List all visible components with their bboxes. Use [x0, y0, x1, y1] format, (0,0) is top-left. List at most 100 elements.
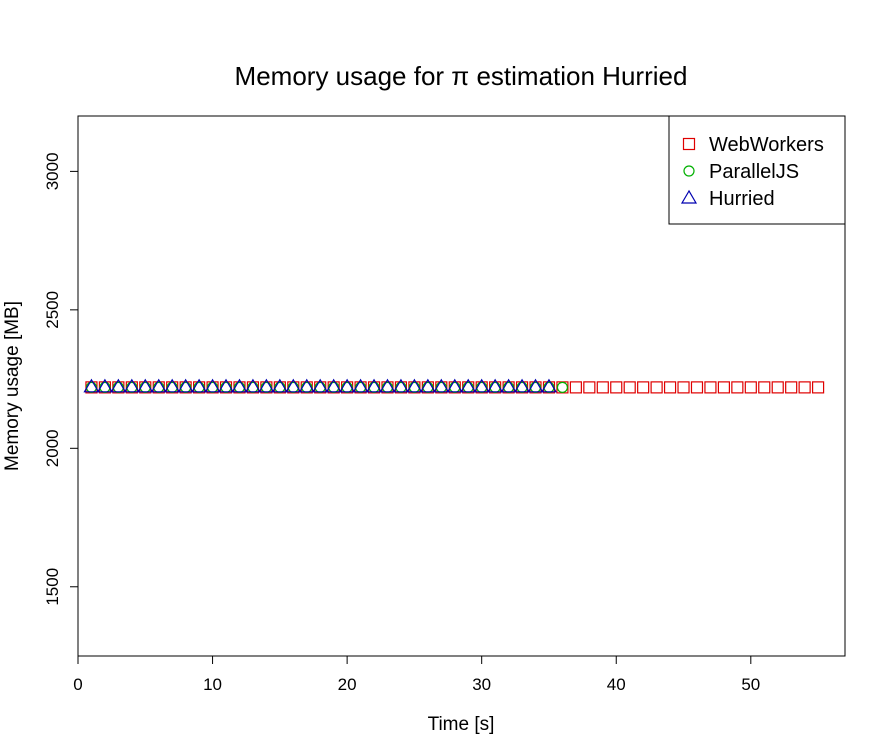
x-tick-label: 40: [607, 675, 626, 694]
data-point: [231, 378, 248, 393]
data-point: [500, 378, 517, 393]
x-tick-label: 20: [338, 675, 357, 694]
legend-label: WebWorkers: [709, 134, 824, 156]
data-point: [354, 381, 367, 393]
data-point: [449, 381, 461, 393]
data-point: [677, 381, 690, 394]
data-point: [328, 381, 340, 393]
data-point: [395, 381, 407, 393]
data-point: [785, 381, 798, 394]
legend-box: [668, 115, 846, 225]
legend-marker-square: [682, 137, 696, 151]
data-point: [260, 381, 272, 393]
data-point: [314, 381, 326, 393]
data-point: [233, 381, 246, 393]
data-point: [529, 381, 542, 393]
data-point: [704, 381, 717, 394]
data-point: [744, 381, 757, 394]
data-point: [435, 381, 447, 393]
data-point: [516, 381, 528, 393]
y-tick-label: 3000: [43, 152, 62, 190]
data-point: [381, 381, 394, 393]
data-point: [569, 381, 582, 394]
data-point: [123, 378, 140, 393]
data-point: [637, 381, 650, 394]
x-axis: 0 10 20 30 40 50: [73, 655, 760, 694]
data-point: [301, 381, 313, 393]
data-point: [339, 378, 356, 393]
legend-item-webworkers: WebWorkers: [682, 134, 824, 156]
data-point: [244, 378, 261, 393]
data-point: [83, 378, 100, 393]
data-point: [731, 381, 744, 394]
data-point: [583, 381, 596, 394]
x-tick-label: 30: [472, 675, 491, 694]
data-point: [460, 378, 477, 393]
data-point: [422, 381, 434, 393]
data-point: [287, 381, 299, 393]
y-axis-label: Memory usage [MB]: [2, 301, 23, 471]
data-point: [650, 381, 663, 394]
x-tick-label: 50: [741, 675, 760, 694]
data-point: [191, 378, 208, 393]
data-point: [341, 381, 353, 393]
y-tick-label: 2500: [43, 291, 62, 329]
y-tick-label: 1500: [43, 568, 62, 606]
data-point: [180, 381, 192, 393]
data-point: [476, 381, 488, 393]
data-point: [204, 378, 221, 393]
data-point: [247, 381, 259, 393]
data-point: [663, 381, 677, 394]
data-point: [811, 381, 825, 394]
data-marks: [83, 378, 825, 394]
data-point: [798, 381, 811, 394]
data-point: [433, 378, 450, 393]
data-point: [193, 381, 205, 393]
data-point: [406, 378, 423, 393]
data-point: [392, 378, 409, 393]
data-point: [177, 378, 194, 393]
data-point: [166, 381, 178, 393]
data-point: [446, 378, 463, 393]
data-point: [352, 378, 369, 393]
data-point: [610, 381, 623, 394]
legend-marker-triangle: [680, 189, 698, 204]
data-point: [137, 378, 154, 393]
legend-label: Hurried: [709, 188, 775, 210]
legend-marker-circle: [683, 165, 695, 177]
data-point: [325, 378, 342, 393]
legend-label: ParallelJS: [709, 161, 799, 183]
x-tick-label: 10: [203, 675, 222, 694]
data-point: [217, 378, 235, 393]
data-point: [298, 378, 315, 393]
data-point: [419, 378, 436, 393]
data-point: [164, 378, 181, 393]
data-point: [126, 381, 138, 393]
data-point: [543, 381, 555, 393]
data-point: [312, 378, 329, 393]
data-point: [596, 381, 609, 394]
data-point: [85, 381, 98, 393]
data-point: [139, 381, 151, 393]
data-point: [96, 378, 113, 393]
data-point: [514, 378, 531, 393]
data-point: [99, 381, 111, 393]
data-point: [473, 378, 490, 393]
x-axis-label: Time [s]: [428, 714, 495, 735]
data-point: [110, 378, 127, 393]
data-point: [462, 381, 474, 393]
data-point: [153, 381, 165, 393]
data-point: [623, 381, 636, 394]
data-point: [758, 381, 771, 394]
chart-title: Memory usage for π estimation Hurried: [235, 61, 688, 91]
data-point: [502, 381, 515, 393]
legend: WebWorkers ParallelJS Hurried: [668, 115, 846, 225]
x-tick-label: 0: [73, 675, 82, 694]
data-point: [379, 378, 396, 393]
data-point: [487, 378, 504, 393]
data-point: [717, 381, 730, 394]
data-point: [285, 378, 302, 393]
data-point: [408, 381, 421, 393]
data-point: [527, 378, 544, 393]
